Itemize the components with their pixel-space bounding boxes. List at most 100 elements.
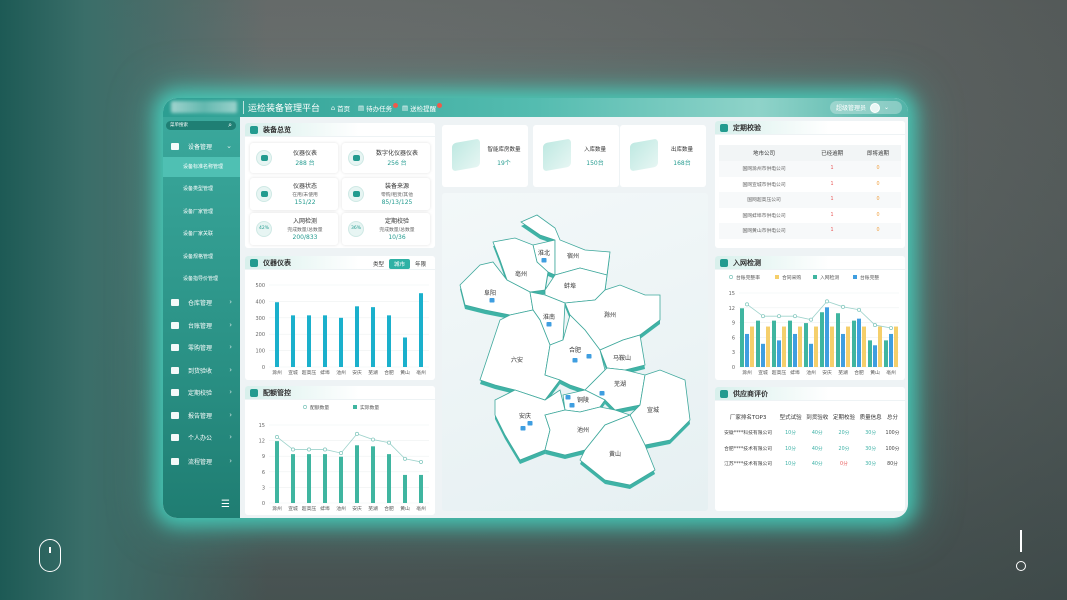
nav-label: 首页 xyxy=(337,105,351,113)
y-tick-label: 100 xyxy=(255,349,265,355)
x-tick-label: 黄山 xyxy=(870,369,880,376)
x-tick-label: 亳州 xyxy=(416,505,426,512)
sidebar-item-ledger[interactable]: 台账管理 › xyxy=(163,315,240,335)
nav-label: 送检提醒 xyxy=(410,105,437,113)
bar xyxy=(323,315,327,367)
bar xyxy=(371,307,375,367)
x-tick-label: 蚌埠 xyxy=(320,369,330,376)
supplier-table: 厂家排名TOP3 型式试验 到货验收 定期校验 质量信息 总分 安徽****科技有限公司 1… xyxy=(719,409,901,472)
ov-title: 定期校验 xyxy=(384,218,409,225)
table-cell: 国网超高压公司 xyxy=(719,192,810,208)
basket-icon xyxy=(171,343,179,351)
avatar xyxy=(870,102,881,113)
menu-search-input[interactable]: 菜单搜索 ⌕ xyxy=(166,121,236,130)
stat-value: 168台 xyxy=(673,160,691,167)
stat-label: 智能库房数量 xyxy=(487,147,521,153)
nav-home[interactable]: ⌂ 首页 xyxy=(331,103,350,113)
ov-title: 仪器仪表 xyxy=(292,150,317,157)
panel-title: 装备总览 xyxy=(263,125,291,134)
bar-实际数量 xyxy=(323,454,327,503)
submenu-manufacturer-link[interactable]: 设备厂家关联 xyxy=(183,231,214,237)
ledger-icon xyxy=(171,321,179,329)
table-cell: 国网宣城市供电公司 xyxy=(742,182,786,188)
sidebar-item-workflow[interactable]: 流程管理 › xyxy=(163,451,240,471)
menu-label: 仓库管理 xyxy=(188,299,213,307)
y-tick-label: 9 xyxy=(732,321,735,327)
x-tick-label: 合肥 xyxy=(854,369,864,376)
sidebar-item-equipment[interactable]: 设备管理 ⌄ xyxy=(163,136,240,156)
table-cell: 40分 xyxy=(811,431,823,437)
sidebar-item-office[interactable]: 个人办公 › xyxy=(163,427,240,447)
submenu-type[interactable]: 设备类型管理 xyxy=(183,186,214,192)
region-label: 六安 xyxy=(511,356,523,364)
y-tick-label: 9 xyxy=(262,454,265,460)
warehouse-marker-icon xyxy=(541,258,547,263)
submenu-price[interactable]: 设备指导价管理 xyxy=(183,276,219,282)
legend-marker xyxy=(813,275,817,279)
region-label: 淮北 xyxy=(538,249,550,257)
x-tick-label: 黄山 xyxy=(400,505,410,512)
warehouse-icon xyxy=(171,298,179,306)
chevron-right-icon: › xyxy=(229,321,232,329)
legend-label: 实际数量 xyxy=(360,404,379,411)
x-tick-label: 池州 xyxy=(336,505,346,512)
bar xyxy=(419,293,423,367)
bar-合同采购 xyxy=(894,326,898,367)
home-icon: ⌂ xyxy=(331,104,336,112)
table-cell: 0 xyxy=(855,223,901,239)
table-cell: 0 xyxy=(876,212,880,218)
table-row: 国网蚌埠市供电公司 1 0 xyxy=(719,208,901,224)
sidebar-item-reports[interactable]: 报告管理 › xyxy=(163,405,240,425)
col-header: 型式试验 xyxy=(779,415,802,421)
panel-title: 配额管控 xyxy=(263,388,291,397)
stats-row: 智能库房数量 19个 入库数量 150台 出库数量 168台 xyxy=(442,125,708,187)
tab-years[interactable]: 年限 xyxy=(414,262,426,268)
submenu-spec[interactable]: 设备规格管理 xyxy=(183,254,214,260)
ov-title: 数字化仪器仪表 xyxy=(375,150,418,157)
notification-badge xyxy=(437,103,443,108)
calibration-icon xyxy=(171,388,179,396)
sidebar-item-acceptance[interactable]: 到货验收 › xyxy=(163,360,240,380)
warehouse-marker-icon xyxy=(599,391,605,396)
stat-label: 出库数量 xyxy=(670,147,693,153)
calibration-table: 地市公司 已经逾期 即将逾期 国网滁州市供电公司 1 0 国网宣城市供电公司 1 0 国网超高压… xyxy=(719,145,901,239)
nav-reminder[interactable]: ▤ 送检提醒 xyxy=(402,103,443,113)
bar-实际数量 xyxy=(339,456,343,503)
y-tick-label: 0 xyxy=(732,365,735,371)
tab-city[interactable]: 城市 xyxy=(388,259,410,269)
bar-实际数量 xyxy=(419,474,423,503)
table-row: 国网宣城市供电公司 1 0 xyxy=(719,177,901,193)
x-tick-label: 滁州 xyxy=(742,369,752,376)
sidebar-item-calibration[interactable]: 定期校验 › xyxy=(163,382,240,402)
chevron-down-icon: ⌄ xyxy=(884,104,890,111)
y-tick-label: 200 xyxy=(255,332,265,338)
bar-合同采购 xyxy=(830,326,834,367)
notification-badge xyxy=(393,103,399,108)
chevron-right-icon: › xyxy=(229,433,232,441)
check-icon xyxy=(171,366,179,374)
bar-入网检测 xyxy=(836,313,840,367)
x-tick-label: 宣城 xyxy=(758,369,768,376)
sidebar-item-warehouse[interactable]: 仓库管理 › xyxy=(163,292,240,312)
sidebar-item-purchase[interactable]: 零购管理 › xyxy=(163,337,240,357)
instrument-icon xyxy=(250,258,258,267)
app-window: 运检装备管理平台 ⌂ 首页 ▤ 待办任务 ▤ 送检提醒 超级管理员 ⌄ 菜单搜索 ⌕ 设备… xyxy=(163,98,908,518)
logo xyxy=(171,101,237,113)
line-point xyxy=(857,307,861,312)
search-icon[interactable]: ⌕ xyxy=(228,121,232,129)
legend-label: 台账完整 xyxy=(860,274,879,281)
region-label: 阜阳 xyxy=(484,289,496,297)
network-test-chart: 0 3 6 9 12 15 滁州 宣城 超高压 蚌埠 池州 安庆 芜湖 合肥 黄山 亳州 台账完整率 合同采购 入网… xyxy=(729,274,899,376)
nav-tasks[interactable]: ▤ 待办任务 xyxy=(358,103,399,113)
collapse-menu-icon[interactable]: ☰ xyxy=(221,499,230,510)
tab-type[interactable]: 类型 xyxy=(372,262,384,268)
submenu-standard-name[interactable]: 设备标准名称管理 xyxy=(163,157,240,177)
bar-实际数量 xyxy=(355,445,359,503)
instruments-chart: 0 100 200 300 400 500 滁州 宣城 超高压 蚌埠 池州 安庆 芜湖 合肥 黄山 亳州 xyxy=(255,283,429,376)
stat-outbound: 出库数量 168台 xyxy=(620,125,706,187)
user-menu[interactable]: 超级管理员 ⌄ xyxy=(830,101,902,114)
header: 运检装备管理平台 ⌂ 首页 ▤ 待办任务 ▤ 送检提醒 超级管理员 ⌄ xyxy=(163,98,908,117)
table-row: 国网超高压公司 1 0 xyxy=(719,192,901,208)
region-label: 池州 xyxy=(577,426,589,434)
submenu-manufacturer[interactable]: 设备厂家管理 xyxy=(183,209,214,215)
